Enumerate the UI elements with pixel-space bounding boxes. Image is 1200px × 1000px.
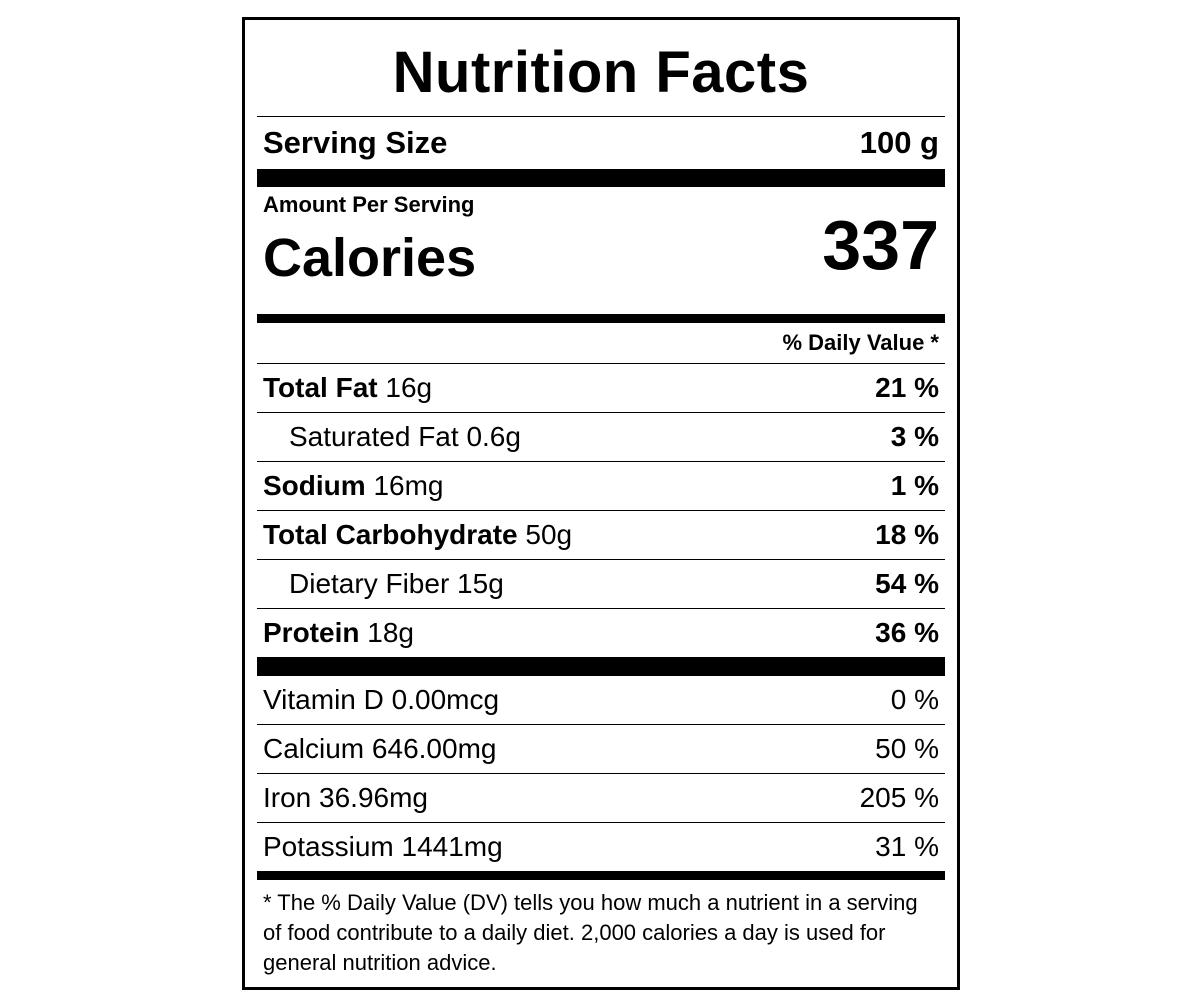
label-title: Nutrition Facts [257, 20, 945, 117]
heavy-divider [257, 657, 945, 676]
nutrient-name: Total Fat 16g [263, 372, 432, 404]
vitamin-name: Iron 36.96mg [263, 782, 428, 814]
vitamin-list: Vitamin D 0.00mcg 0 % Calcium 646.00mg 50 %… [257, 676, 945, 871]
nutrient-amount: 16mg [373, 470, 444, 501]
amount-per-serving-label: Amount Per Serving [263, 192, 475, 217]
nutrient-row: Total Carbohydrate 50g 18 % [257, 511, 945, 560]
vitamin-name: Potassium 1441mg [263, 831, 503, 863]
vitamin-amount: 0.00mcg [391, 684, 500, 715]
vitamin-name-text: Potassium [263, 831, 394, 862]
calories-label: Calories [263, 228, 477, 288]
nutrient-amount: 15g [457, 568, 504, 599]
vitamin-daily-value: 31 % [875, 831, 939, 862]
vitamin-row: Potassium 1441mg 31 % [257, 823, 945, 871]
vitamin-daily-value: 0 % [890, 684, 939, 715]
nutrient-amount: 18g [367, 617, 414, 648]
nutrition-facts-label: Nutrition Facts Serving Size 100 g Amoun… [242, 17, 960, 990]
vitamin-amount: 36.96mg [319, 782, 428, 813]
nutrient-row: Protein 18g 36 % [257, 609, 945, 657]
nutrient-daily-value: 54 % [875, 568, 939, 599]
serving-size-label: Serving Size [263, 125, 448, 160]
nutrient-name-text: Sodium [263, 470, 366, 501]
serving-size-row: Serving Size 100 g [257, 117, 945, 169]
vitamin-amount: 1441mg [401, 831, 503, 862]
nutrient-name: Dietary Fiber 15g [289, 568, 504, 600]
vitamin-amount: 646.00mg [371, 733, 497, 764]
vitamin-name-text: Iron [263, 782, 312, 813]
nutrient-name: Saturated Fat 0.6g [289, 421, 521, 453]
nutrient-row: Sodium 16mg 1 % [257, 462, 945, 511]
daily-value-header: % Daily Value * [257, 323, 945, 364]
nutrient-amount: 50g [525, 519, 573, 550]
vitamin-row: Vitamin D 0.00mcg 0 % [257, 676, 945, 725]
nutrient-row: Total Fat 16g 21 % [257, 364, 945, 413]
thick-divider [257, 169, 945, 187]
nutrient-row: Dietary Fiber 15g 54 % [257, 560, 945, 609]
nutrient-daily-value: 18 % [875, 519, 939, 550]
vitamin-name: Calcium 646.00mg [263, 733, 496, 765]
nutrient-daily-value: 36 % [875, 617, 939, 648]
nutrient-name-text: Total Fat [263, 372, 378, 403]
vitamin-name-text: Vitamin D [263, 684, 384, 715]
nutrient-name-text: Dietary Fiber [289, 568, 450, 599]
vitamin-daily-value: 50 % [875, 733, 939, 764]
vitamin-row: Iron 36.96mg 205 % [257, 774, 945, 823]
serving-size-value: 100 g [859, 125, 939, 160]
nutrient-list: Total Fat 16g 21 % Saturated Fat 0.6g 3 % So… [257, 364, 945, 657]
nutrient-daily-value: 21 % [875, 372, 939, 403]
vitamin-name: Vitamin D 0.00mcg [263, 684, 499, 716]
calories-block: Amount Per Serving Calories 337 [257, 187, 945, 314]
vitamin-daily-value: 205 % [859, 782, 939, 813]
nutrient-amount: 16g [385, 372, 433, 403]
nutrient-name-text: Total Carbohydrate [263, 519, 518, 550]
nutrient-amount: 0.6g [466, 421, 521, 452]
nutrient-daily-value: 1 % [890, 470, 939, 501]
footer-divider [257, 871, 945, 880]
nutrient-row: Saturated Fat 0.6g 3 % [257, 413, 945, 462]
calories-value: 337 [822, 206, 939, 284]
nutrient-name: Sodium 16mg [263, 470, 444, 502]
vitamin-name-text: Calcium [263, 733, 365, 764]
footnote: * The % Daily Value (DV) tells you how m… [263, 890, 918, 975]
vitamin-row: Calcium 646.00mg 50 % [257, 725, 945, 774]
nutrient-name-text: Saturated Fat [289, 421, 459, 452]
nutrient-daily-value: 3 % [890, 421, 939, 452]
medium-divider [257, 314, 945, 323]
nutrient-name: Total Carbohydrate 50g [263, 519, 572, 551]
nutrient-name: Protein 18g [263, 617, 414, 649]
nutrient-name-text: Protein [263, 617, 360, 648]
